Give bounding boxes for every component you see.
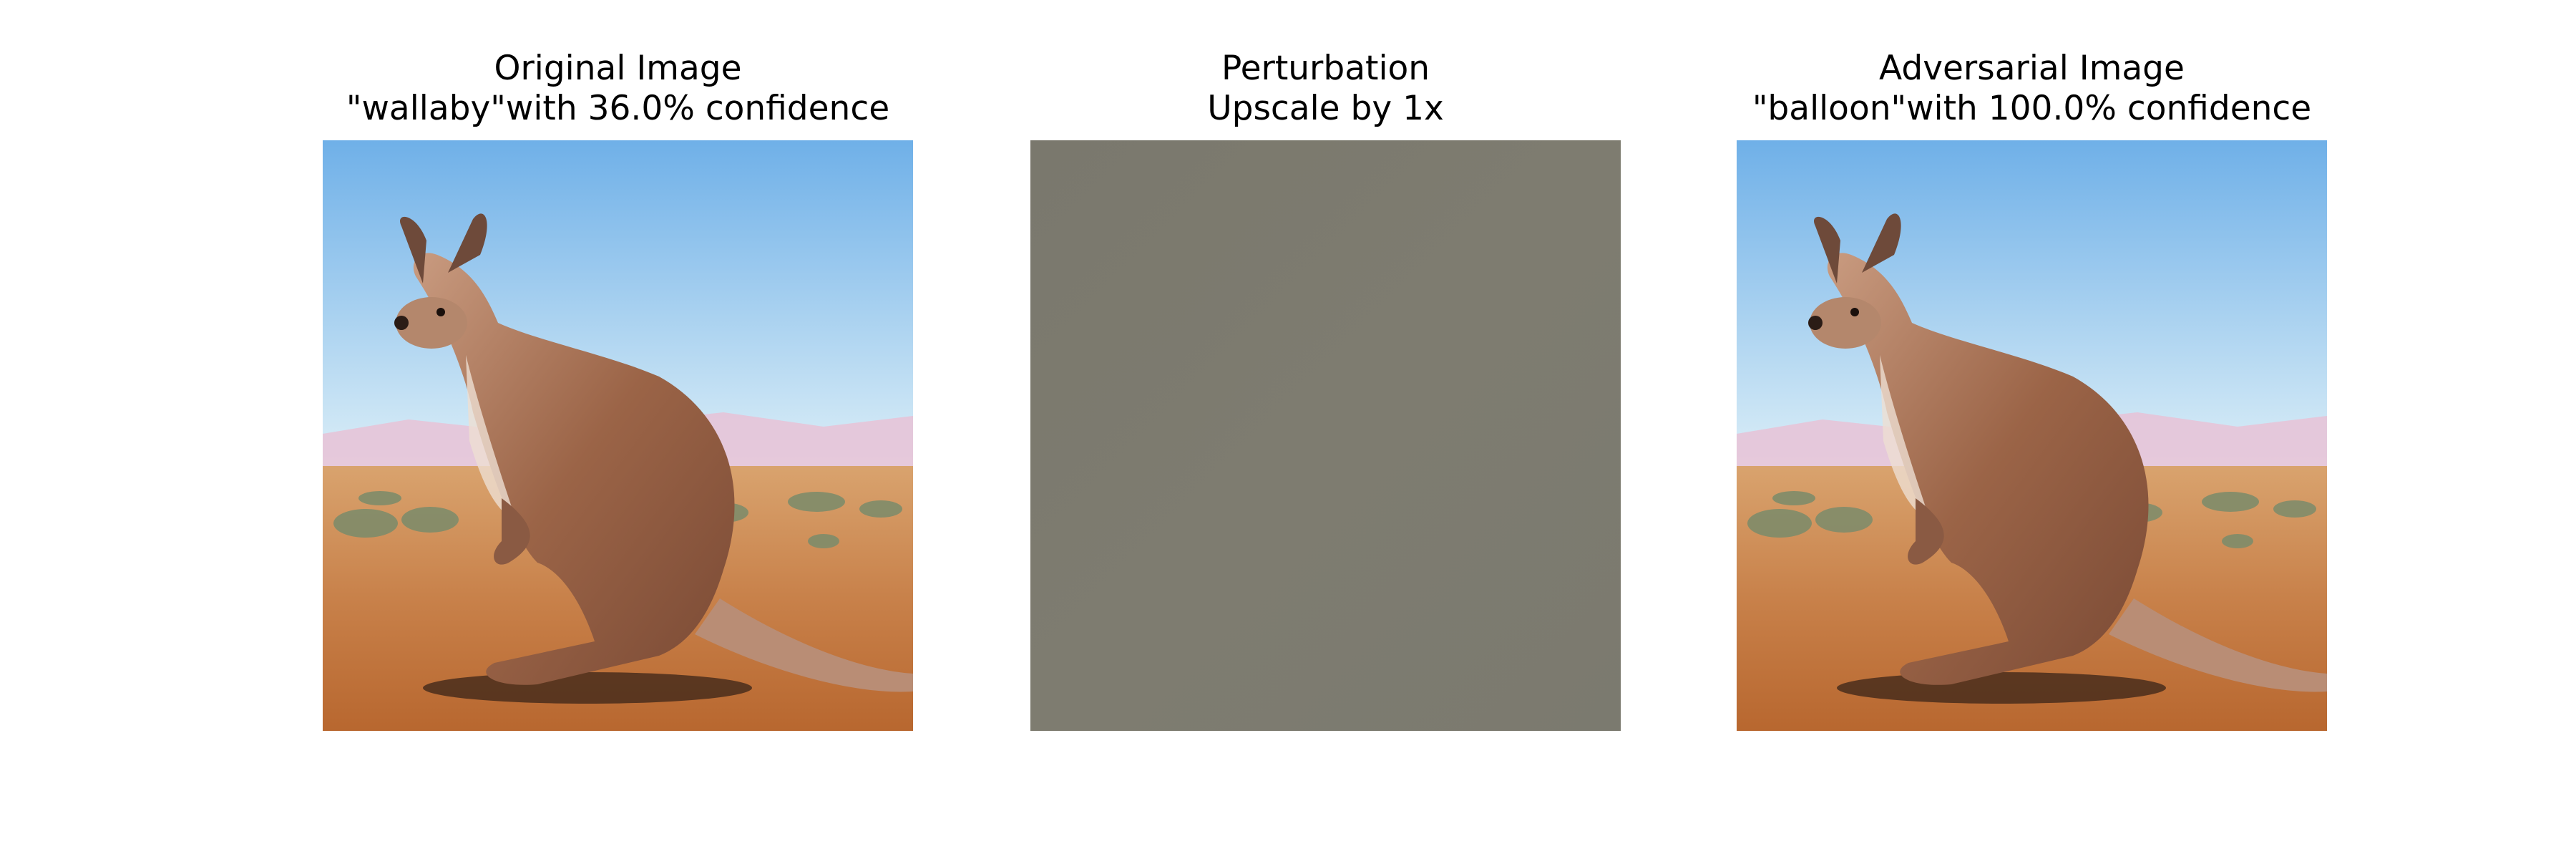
perturbation-title-line2: Upscale by 1x (1207, 89, 1444, 128)
original-image-panel: Original Image "wallaby"with 36.0% confi… (323, 0, 913, 859)
original-image-title-line2: "wallaby"with 36.0% confidence (346, 89, 890, 128)
perturbation-panel: Perturbation Upscale by 1x (1030, 0, 1621, 859)
original-image-title-line1: Original Image (494, 49, 742, 88)
adversarial-image (1737, 140, 2327, 731)
adversarial-image-panel: Adversarial Image "balloon"with 100.0% c… (1737, 0, 2327, 859)
adversarial-image-title-line1: Adversarial Image (1879, 49, 2185, 88)
perturbation-noise-image (1030, 140, 1621, 731)
original-kangaroo-photo (323, 140, 913, 731)
original-image (323, 140, 913, 731)
adversarial-kangaroo-photo (1737, 140, 2327, 731)
perturbation-title-line1: Perturbation (1221, 49, 1430, 88)
adversarial-image-title: Adversarial Image "balloon"with 100.0% c… (1651, 49, 2413, 129)
perturbation-image (1030, 140, 1621, 731)
original-image-title: Original Image "wallaby"with 36.0% confi… (237, 49, 999, 129)
adversarial-image-title-line2: "balloon"with 100.0% confidence (1752, 89, 2312, 128)
perturbation-title: Perturbation Upscale by 1x (945, 49, 1707, 129)
